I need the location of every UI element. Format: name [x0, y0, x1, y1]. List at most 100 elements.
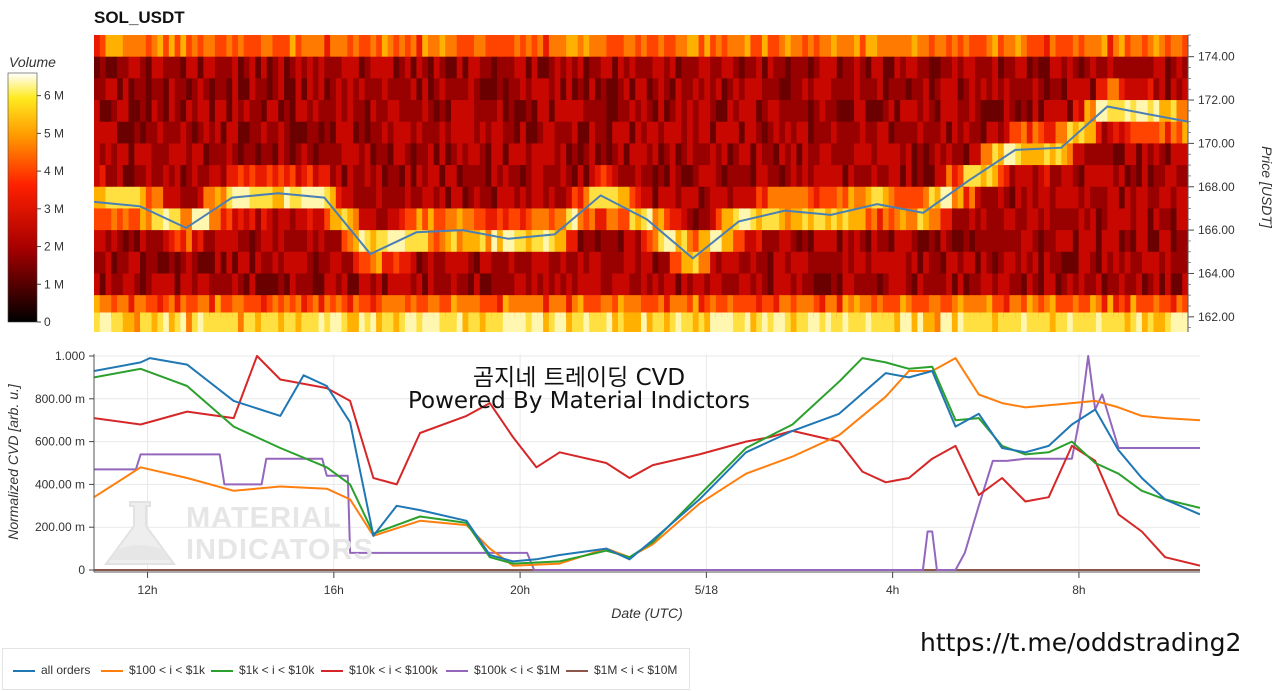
heatmap-cell — [854, 143, 861, 166]
heatmap-cell — [934, 230, 942, 253]
heatmap-cell — [381, 56, 389, 79]
heatmap-cell — [456, 251, 464, 275]
heatmap-cell — [433, 121, 441, 144]
heatmap-cell — [1067, 78, 1074, 101]
heatmap-cell — [145, 208, 153, 231]
heatmap-cell — [756, 121, 763, 144]
heatmap-cell — [1049, 312, 1057, 332]
heatmap-cell — [1113, 78, 1120, 101]
heatmap-cell — [301, 295, 308, 318]
heatmap-cell — [773, 56, 780, 79]
heatmap-cell — [94, 35, 101, 58]
heatmap-cell — [710, 78, 717, 101]
heatmap-cell — [698, 35, 705, 58]
heatmap-cell — [807, 78, 815, 101]
heatmap-cell — [612, 186, 619, 210]
heatmap-cell — [600, 230, 608, 253]
telegram-link[interactable]: https://t.me/oddstrading2 — [920, 628, 1242, 657]
heatmap-cell — [836, 100, 844, 123]
heatmap-cell — [140, 230, 147, 253]
price-tick-label: 170.00 — [1198, 136, 1235, 150]
heatmap-cell — [387, 186, 395, 210]
heatmap-cell — [606, 121, 613, 144]
heatmap-cell — [807, 312, 815, 332]
overlay-title: 곰지네 트레이딩 CVD — [472, 365, 686, 391]
heatmap-cell — [370, 165, 377, 188]
heatmap-cell — [911, 100, 918, 123]
heatmap-cell — [704, 251, 711, 275]
heatmap-cell — [986, 208, 993, 231]
heatmap-cell — [750, 230, 757, 253]
heatmap-cell — [122, 35, 130, 58]
heatmap-cell — [888, 208, 895, 231]
heatmap-cell — [278, 273, 285, 296]
heatmap-cell — [99, 251, 107, 275]
heatmap-cell — [560, 230, 567, 253]
heatmap-cell — [284, 251, 291, 275]
heatmap-cell — [543, 230, 550, 253]
heatmap-cell — [450, 100, 458, 123]
heatmap-cell — [1095, 251, 1103, 275]
heatmap-cell — [347, 251, 354, 275]
heatmap-cell — [600, 100, 608, 123]
heatmap-cell — [543, 100, 550, 123]
heatmap-cell — [456, 35, 464, 58]
heatmap-cell — [243, 295, 251, 318]
heatmap-cell — [923, 251, 930, 275]
heatmap-cell — [485, 100, 492, 123]
heatmap-cell — [1067, 165, 1074, 188]
heatmap-cell — [358, 295, 366, 318]
heatmap-cell — [802, 35, 809, 58]
heatmap-cell — [871, 35, 878, 58]
heatmap-cell — [168, 230, 176, 253]
heatmap-cell — [347, 121, 354, 144]
heatmap-cell — [606, 251, 613, 275]
heatmap-cell — [928, 121, 936, 144]
heatmap-cell — [1176, 78, 1183, 101]
heatmap-cell — [865, 35, 872, 58]
heatmap-cell — [301, 143, 308, 166]
heatmap-cell — [1015, 143, 1022, 166]
heatmap-cell — [969, 186, 976, 210]
heatmap-cell — [940, 78, 947, 101]
heatmap-cell — [174, 100, 181, 123]
cvd-series-2 — [94, 357, 1200, 565]
heatmap-cell — [560, 143, 567, 166]
heatmap-cell — [347, 273, 354, 296]
heatmap-cell — [191, 78, 199, 101]
heatmap-cell — [1044, 100, 1051, 123]
heatmap-cell — [491, 121, 498, 144]
heatmap-cell — [1026, 100, 1034, 123]
heatmap-cell — [600, 35, 608, 58]
heatmap-cell — [566, 100, 573, 123]
heatmap-cell — [905, 186, 913, 210]
heatmap-cell — [802, 312, 809, 332]
heatmap-cell — [243, 312, 251, 332]
heatmap-cell — [721, 251, 728, 275]
heatmap-cell — [842, 251, 849, 275]
heatmap-cell — [905, 100, 913, 123]
heatmap-cell — [260, 208, 268, 231]
heatmap-cell — [255, 121, 262, 144]
heatmap-cell — [151, 56, 158, 79]
heatmap-cell — [733, 78, 740, 101]
heatmap-cell — [1113, 273, 1120, 296]
heatmap-cell — [1124, 251, 1132, 275]
heatmap-cell — [658, 312, 665, 332]
heatmap-cell — [859, 100, 867, 123]
heatmap-cell — [1032, 251, 1039, 275]
heatmap-cell — [353, 56, 360, 79]
heatmap-cell — [307, 121, 314, 144]
colorbar-tick-label: 1 M — [44, 277, 64, 291]
heatmap-cell — [980, 208, 988, 231]
heatmap-cell — [974, 295, 982, 318]
heatmap-cell — [641, 230, 648, 253]
heatmap-cell — [370, 230, 377, 253]
heatmap-cell — [819, 273, 826, 296]
price-tick-label: 168.00 — [1198, 180, 1235, 194]
heatmap-cell — [404, 230, 412, 253]
heatmap-cell — [836, 121, 844, 144]
heatmap-cell — [220, 208, 228, 231]
heatmap-cell — [358, 143, 366, 166]
heatmap-cell — [819, 35, 826, 58]
